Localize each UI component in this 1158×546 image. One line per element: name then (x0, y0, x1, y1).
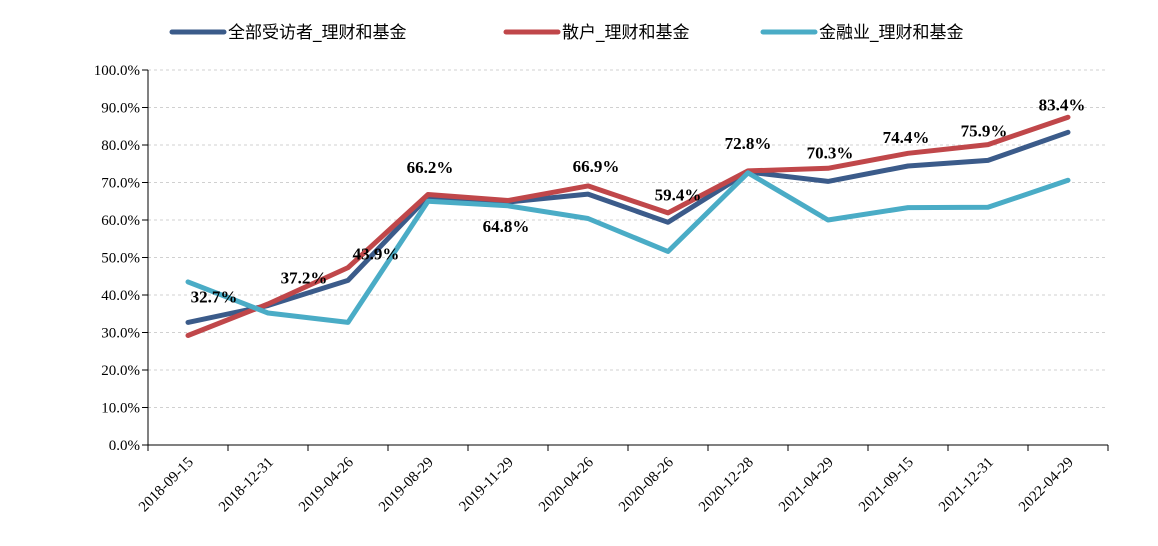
data-label: 43.9% (353, 244, 400, 263)
gridlines (148, 69, 1108, 408)
x-axis-tick-labels: 2018-09-15 2018-12-31 2019-04-26 2019-08-29… (136, 454, 1077, 515)
data-label: 66.2% (407, 158, 454, 177)
y-tick-label: 50.0% (101, 251, 140, 267)
data-label: 75.9% (961, 121, 1008, 140)
y-tick-label: 60.0% (101, 213, 140, 229)
x-tick-label: 2019-08-29 (376, 455, 437, 516)
y-tick-label: 20.0% (101, 363, 140, 379)
series-line (185, 114, 1071, 338)
data-label: 74.4% (883, 128, 930, 147)
x-tick-label: 2019-11-29 (456, 455, 516, 515)
legend-label: 全部受访者_理财和基金 (228, 23, 407, 43)
data-label: 70.3% (807, 143, 854, 162)
x-tick-label: 2018-12-31 (216, 455, 277, 516)
y-tick-label: 100.0% (94, 63, 140, 79)
x-tick-label: 2019-04-26 (296, 454, 357, 515)
series-lines (185, 114, 1071, 338)
data-label: 37.2% (281, 269, 328, 288)
y-axis-tick-labels: 0.0% 10.0% 20.0% 30.0% 40.0% 50.0% 60.0% 70.0% 8… (94, 63, 140, 454)
legend-label: 散户_理财和基金 (562, 23, 690, 43)
x-tick-label: 2018-09-15 (136, 455, 197, 516)
x-tick-label: 2020-04-26 (536, 454, 597, 515)
x-tick-label: 2020-08-26 (616, 454, 677, 515)
x-tick-label: 2021-09-15 (856, 455, 917, 516)
y-tick-label: 90.0% (101, 101, 140, 117)
legend-label: 金融业_理财和基金 (819, 23, 964, 43)
data-label: 66.9% (573, 157, 620, 176)
y-tick-label: 40.0% (101, 288, 140, 304)
data-label: 83.4% (1039, 95, 1086, 114)
series-line (185, 129, 1071, 325)
data-labels: 32.7% 37.2% 43.9% 66.2% 64.8% 66.9% 59.4% 72.8%… (191, 95, 1086, 306)
series-line (185, 170, 1071, 325)
axes (142, 69, 1109, 451)
x-tick-label: 2021-04-29 (776, 455, 837, 516)
y-tick-label: 0.0% (109, 438, 140, 454)
data-label: 32.7% (191, 287, 238, 306)
x-tick-label: 2021-12-31 (936, 455, 997, 516)
x-tick-label: 2020-12-28 (696, 455, 757, 516)
y-tick-label: 10.0% (101, 401, 140, 417)
data-label: 72.8% (725, 134, 772, 153)
legend: 全部受访者_理财和基金 散户_理财和基金 金融业_理财和基金 (169, 23, 964, 43)
y-tick-label: 70.0% (101, 176, 140, 192)
y-tick-label: 30.0% (101, 326, 140, 342)
data-label: 59.4% (655, 185, 702, 204)
y-tick-label: 80.0% (101, 138, 140, 154)
data-label: 64.8% (483, 217, 530, 236)
x-tick-label: 2022-04-29 (1016, 455, 1077, 516)
